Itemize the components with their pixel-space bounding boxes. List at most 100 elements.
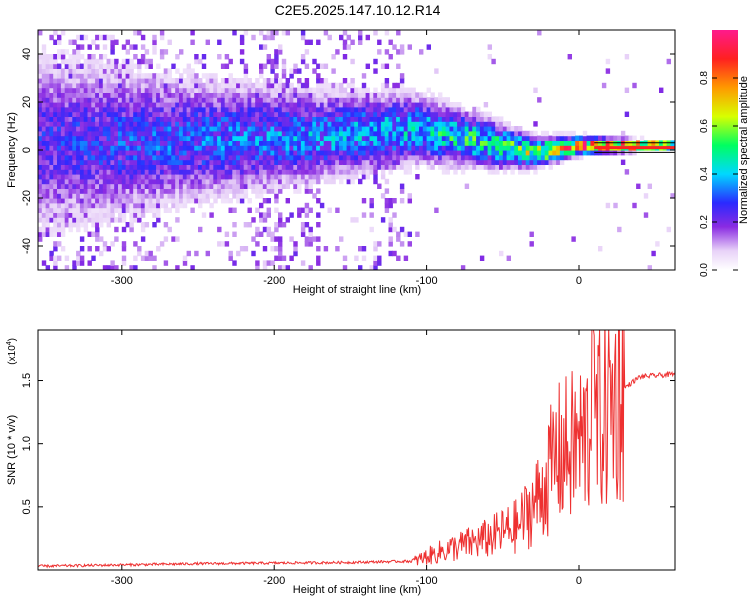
spectrogram-cell <box>224 145 230 151</box>
spectrogram-cell <box>83 178 89 185</box>
spectrogram-cell <box>373 164 378 170</box>
spectrogram-cell <box>533 145 538 151</box>
spectrogram-cell <box>239 102 245 108</box>
spectrogram-cell <box>144 63 150 69</box>
spectrogram-cell <box>159 202 165 209</box>
spectrogram-cell <box>201 140 207 146</box>
spectrogram-cell <box>129 265 134 270</box>
spectrogram-cell <box>129 164 134 170</box>
spectrogram-cell <box>331 102 336 108</box>
spectrogram-cell <box>262 260 268 266</box>
spectrogram-cell <box>156 178 161 185</box>
spectrogram-cell <box>60 174 66 180</box>
spectrogram-cell <box>83 198 89 204</box>
spectrogram-cell <box>369 265 374 270</box>
spectrogram-cell <box>194 54 199 60</box>
spectrogram-cell <box>156 82 161 89</box>
spectrogram-cell <box>217 164 222 170</box>
spectrogram-cell <box>518 145 523 151</box>
spectrogram-cell <box>384 102 390 108</box>
spectrogram-cell <box>60 145 66 151</box>
spectrogram-cell <box>476 130 481 137</box>
spectrogram-cell <box>106 154 112 161</box>
spectrogram-cell <box>487 116 493 122</box>
spectrogram-cell <box>205 121 211 127</box>
spectrogram-cell <box>289 97 294 103</box>
spectrogram-cell <box>121 126 127 132</box>
spectrogram-cell <box>190 265 195 270</box>
spectrogram-cell <box>441 116 447 122</box>
spectrogram-cell <box>152 265 157 270</box>
spectrogram-cell <box>53 130 58 137</box>
spectrogram-cell <box>49 169 54 175</box>
spectrogram-cell <box>228 92 233 98</box>
spectrogram-cell <box>175 164 180 170</box>
spectrogram-cell <box>468 135 473 141</box>
spectrogram-cell <box>361 121 367 127</box>
spectrogram-cell <box>339 140 344 146</box>
spectrogram-cell <box>79 54 85 60</box>
spectrogram-cell <box>87 54 92 60</box>
spectrogram-cell <box>289 73 294 79</box>
spectrogram-cell <box>76 198 81 204</box>
spectrogram-cell <box>399 102 405 108</box>
spectrogram-cell <box>426 135 432 141</box>
spectrogram-cell <box>289 121 294 127</box>
spectrogram-cell <box>255 188 260 194</box>
spectrogram-cell <box>403 145 409 151</box>
spectrogram-cell <box>159 78 165 84</box>
spectrogram-cell <box>380 174 386 180</box>
spectrogram-cell <box>274 102 279 108</box>
spectrogram-cell <box>483 121 489 127</box>
spectrogram-cell <box>209 106 214 113</box>
spectrogram-cell <box>148 140 153 146</box>
spectrogram-cell <box>388 87 393 93</box>
spectrogram-cell <box>582 140 588 146</box>
spectrogram-cell <box>346 126 352 132</box>
spectrogram-cell <box>102 212 108 218</box>
spectrogram-cell <box>262 183 268 189</box>
spectrogram-cell <box>125 102 131 108</box>
spectrogram-cell <box>194 250 199 257</box>
spectrogram-cell <box>125 198 131 204</box>
spectrogram-cell <box>377 241 382 247</box>
spectrogram-cell <box>369 145 374 151</box>
spectrogram-cell <box>281 30 287 36</box>
spectrogram-cell <box>259 135 264 141</box>
spectrogram-cell <box>209 202 214 209</box>
spectrogram-cell <box>72 159 77 165</box>
spectrogram-cell <box>377 145 382 151</box>
spectrogram-cell <box>239 111 245 117</box>
spectrogram-cell <box>259 212 264 218</box>
spectrogram-cell <box>403 154 409 161</box>
spectrogram-cell <box>79 188 85 194</box>
spectrogram-cell <box>327 178 332 185</box>
spectrogram-cell <box>426 164 432 170</box>
spectrogram-cell <box>68 126 73 132</box>
spectrogram-cell <box>243 116 249 122</box>
spectrogram-cell <box>125 116 131 122</box>
spectrogram-cell <box>45 222 51 228</box>
spectrogram-cell <box>297 102 302 108</box>
spectrogram-cell <box>281 111 287 117</box>
spectrogram-cell <box>125 159 131 165</box>
spectrogram-cell <box>335 97 340 103</box>
spectrogram-cell <box>106 145 112 151</box>
spectrogram-cell <box>72 92 77 98</box>
spectrogram-cell <box>144 58 150 65</box>
spectrogram-cell <box>620 159 626 165</box>
spectrogram-cell <box>72 121 77 127</box>
spectrogram-cell <box>483 145 489 151</box>
spectrogram-cell <box>262 82 268 89</box>
spectrogram-cell <box>304 126 310 132</box>
spectrogram-cell <box>262 106 268 113</box>
spectrogram-cell <box>399 82 405 89</box>
spectrogram-cell <box>239 145 245 151</box>
spectrogram-cell <box>438 121 443 127</box>
spectrogram-cell <box>384 207 390 213</box>
spectrogram-cell <box>137 188 142 194</box>
spectrogram-cell <box>53 241 58 247</box>
spectrogram-cell <box>239 174 245 180</box>
spectrogram-cell <box>125 193 131 199</box>
x-tick-label: -300 <box>111 275 133 287</box>
